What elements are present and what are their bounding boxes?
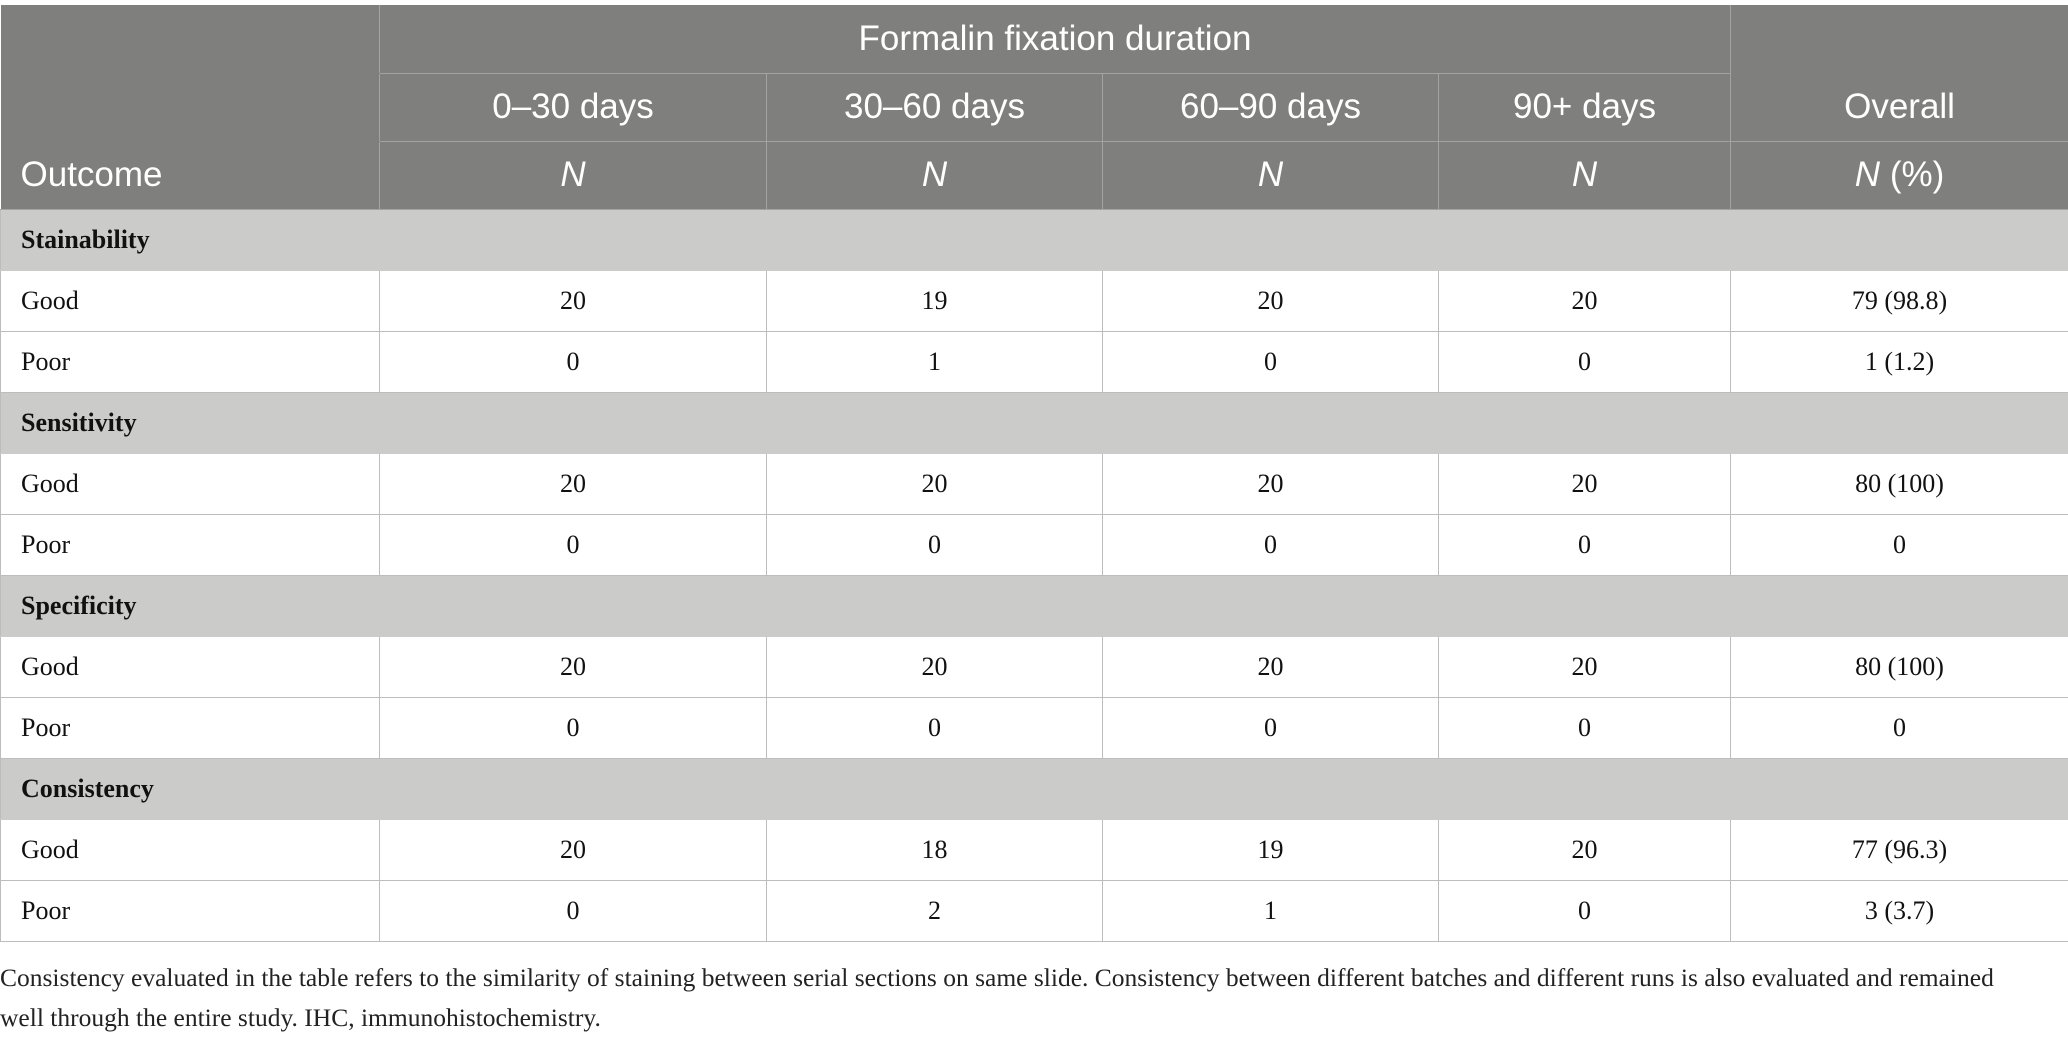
row-label: Good [1,636,380,697]
table-cell: 80 (100) [1731,636,2068,697]
table-cell: 20 [767,636,1103,697]
table-cell: 20 [1439,636,1731,697]
table-cell: 20 [380,636,767,697]
table-cell: 0 [767,697,1103,758]
table-cell: 0 [1439,697,1731,758]
table-cell: 77 (96.3) [1731,819,2068,880]
table-cell: 19 [767,270,1103,331]
table-cell: 20 [380,270,767,331]
table-cell: 2 [767,880,1103,941]
table-cell: 0 [1103,514,1439,575]
table-cell: 0 [1103,697,1439,758]
table-cell: 20 [1439,270,1731,331]
section-title: Consistency [1,758,2068,819]
table-cell: 79 (98.8) [1731,270,2068,331]
results-table: Formalin fixation duration 0–30 days 30–… [0,5,2068,942]
table-cell: 0 [1731,697,2068,758]
table-cell: 0 [1103,331,1439,392]
table-cell: 1 (1.2) [1731,331,2068,392]
table-cell: 0 [1731,514,2068,575]
sub-header-n: N [1855,155,1880,194]
section-title: Stainability [1,209,2068,270]
row-label: Poor [1,514,380,575]
table-cell: 20 [1439,819,1731,880]
table-cell: 20 [1103,270,1439,331]
table-cell: 0 [1439,514,1731,575]
table-cell: 0 [380,880,767,941]
table-cell: 0 [1439,331,1731,392]
table-cell: 20 [380,819,767,880]
table-cell: 0 [1439,880,1731,941]
group-header: Formalin fixation duration [380,5,1731,73]
header-blank-cell [1731,5,2068,73]
row-label: Poor [1,697,380,758]
header-row-group: Formalin fixation duration [1,5,2068,73]
row-label: Good [1,453,380,514]
table-cell: 80 (100) [1731,453,2068,514]
column-header: 30–60 days [767,73,1103,141]
header-blank-cell [1,5,380,73]
table-cell: 0 [380,697,767,758]
row-label: Poor [1,331,380,392]
header-row-sub: Outcome N N N N N (%) [1,141,2068,209]
table-cell: 0 [380,331,767,392]
section-row: Stainability [1,209,2068,270]
column-header: Overall [1731,73,2068,141]
header-row-columns: 0–30 days 30–60 days 60–90 days 90+ days… [1,73,2068,141]
table-cell: 20 [1103,636,1439,697]
results-table-container: Formalin fixation duration 0–30 days 30–… [0,5,2068,942]
table-cell: 18 [767,819,1103,880]
header-blank-cell [1,73,380,141]
table-cell: 20 [380,453,767,514]
table-cell: 19 [1103,819,1439,880]
section-row: Specificity [1,575,2068,636]
sub-header-n: N [380,141,767,209]
column-header: 90+ days [1439,73,1731,141]
sub-header-n: N [767,141,1103,209]
outcome-header: Outcome [1,141,380,209]
table-header: Formalin fixation duration 0–30 days 30–… [1,5,2068,209]
table-cell: 20 [767,453,1103,514]
table-footnote: Consistency evaluated in the table refer… [0,958,2040,1038]
table-cell: 3 (3.7) [1731,880,2068,941]
section-title: Specificity [1,575,2068,636]
section-title: Sensitivity [1,392,2068,453]
column-header: 0–30 days [380,73,767,141]
table-cell: 20 [1103,453,1439,514]
column-header: 60–90 days [1103,73,1439,141]
section-row: Consistency [1,758,2068,819]
table-cell: 1 [767,331,1103,392]
row-label: Poor [1,880,380,941]
sub-header-n: N [1103,141,1439,209]
sub-header-percent: (%) [1890,155,1944,194]
table-cell: 1 [1103,880,1439,941]
section-row: Sensitivity [1,392,2068,453]
sub-header-overall: N (%) [1731,141,2068,209]
table-cell: 0 [767,514,1103,575]
row-label: Good [1,819,380,880]
table-cell: 0 [380,514,767,575]
table-cell: 20 [1439,453,1731,514]
sub-header-n: N [1439,141,1731,209]
row-label: Good [1,270,380,331]
